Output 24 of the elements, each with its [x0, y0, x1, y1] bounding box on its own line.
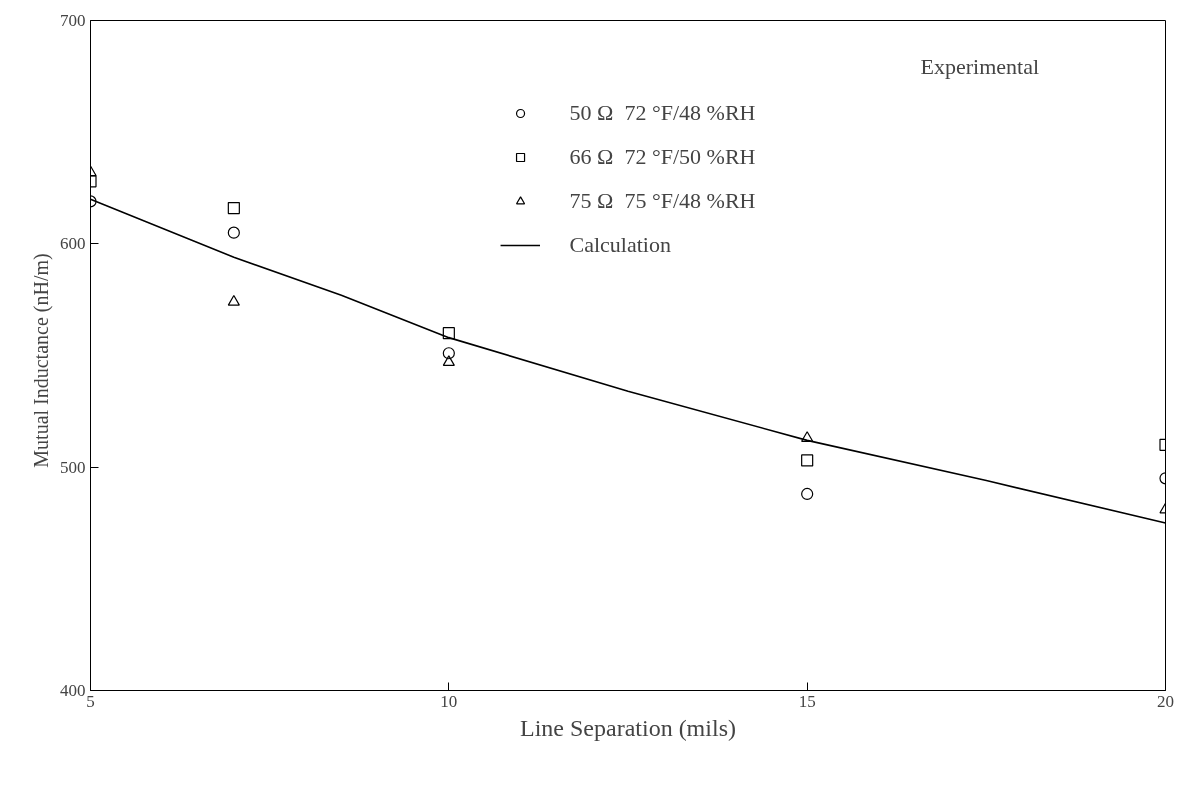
- legend-label: Calculation: [569, 232, 671, 258]
- legend-label: 75 Ω 75 °F/48 %RH: [569, 188, 756, 214]
- x-tick-label: 15: [798, 691, 816, 711]
- point: [442, 355, 455, 366]
- point: [801, 431, 814, 442]
- x-tick-label: 5: [86, 691, 95, 711]
- point: [442, 347, 455, 360]
- y-tick-label: 700: [60, 11, 86, 30]
- point: [801, 454, 814, 467]
- point: [227, 202, 240, 215]
- legend-label: 66 Ω 72 °F/50 %RH: [569, 144, 756, 170]
- y-tick-label: 600: [60, 234, 86, 254]
- point: [227, 294, 240, 306]
- point: [442, 327, 455, 340]
- x-tick-label: 20: [1157, 691, 1174, 711]
- x-tick-label: 10: [440, 691, 458, 711]
- point: [801, 487, 814, 501]
- legend-label: 50 Ω 72 °F/48 %RH: [569, 100, 756, 126]
- y-tick-label: 500: [60, 457, 86, 477]
- x-axis-title: Line Separation (mils): [520, 714, 736, 741]
- y-tick-label: 400: [60, 681, 86, 700]
- point: [227, 226, 240, 239]
- annotation: Experimental: [920, 53, 1040, 79]
- y-axis-title: Mutual Inductance (nH/m): [30, 253, 53, 468]
